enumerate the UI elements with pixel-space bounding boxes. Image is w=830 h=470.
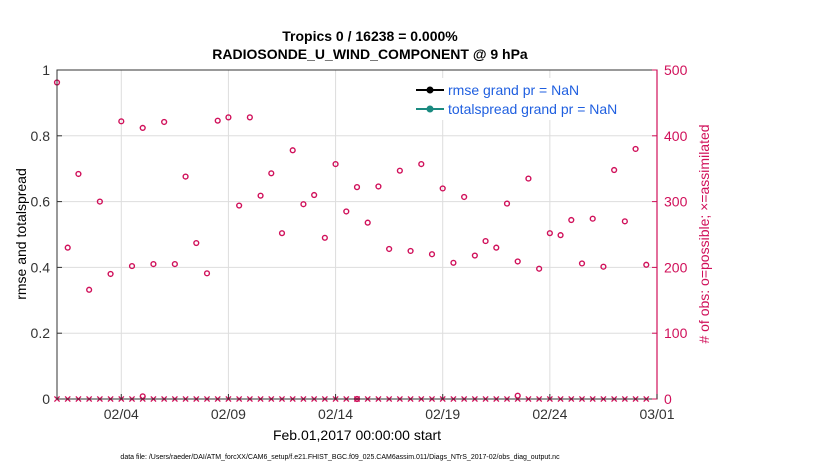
possible-obs-marker	[643, 261, 650, 268]
possible-obs-marker	[150, 261, 157, 268]
legend-rmse-label: rmse grand pr = NaN	[448, 82, 579, 98]
possible-obs-marker	[450, 259, 457, 266]
possible-obs-marker	[182, 173, 189, 180]
plot-area	[57, 70, 657, 399]
chart-title-line-2: RADIOSONDE_U_WIND_COMPONENT @ 9 hPa	[212, 46, 528, 62]
possible-obs-marker	[461, 193, 468, 201]
y-right-tick-label: 200	[664, 259, 688, 275]
y-right-axis-ticks: 0 100 200 300 400 500	[652, 62, 688, 407]
y-left-tick-label: 0.8	[31, 128, 51, 144]
possible-obs-marker	[536, 265, 543, 272]
possible-obs-marker	[375, 183, 382, 190]
x-tick-label: 02/14	[318, 406, 353, 422]
y-left-tick-label: 0.6	[31, 194, 51, 210]
possible-obs-marker	[193, 239, 200, 247]
y-right-tick-label: 300	[664, 194, 688, 210]
possible-obs-marker	[257, 192, 264, 199]
possible-obs-marker	[621, 218, 628, 225]
possible-obs-marker	[300, 201, 307, 208]
possible-obs-marker	[161, 118, 168, 126]
possible-obs-marker	[246, 114, 253, 121]
possible-obs-marker	[525, 175, 532, 182]
possible-obs-marker	[268, 170, 275, 177]
legend-box	[411, 78, 653, 120]
possible-obs-marker	[64, 244, 71, 251]
y-left-tick-label: 1	[42, 62, 50, 78]
possible-obs-marker	[578, 260, 586, 267]
possible-obs-marker	[568, 216, 575, 224]
possible-obs-marker	[332, 160, 339, 168]
possible-obs-marker	[407, 247, 414, 255]
x-tick-label: 02/24	[532, 406, 567, 422]
possible-obs-marker	[386, 245, 393, 253]
possible-obs-marker	[546, 230, 553, 237]
possible-obs-marker	[86, 286, 93, 293]
y-left-tick-label: 0.2	[31, 325, 51, 341]
possible-obs-marker	[418, 160, 425, 168]
legend-spread-label: totalspread grand pr = NaN	[448, 101, 617, 117]
possible-obs-marker	[557, 232, 564, 239]
possible-obs-marker	[75, 170, 82, 178]
possible-obs-marker	[107, 270, 114, 278]
possible-obs-marker	[289, 147, 296, 154]
legend-rmse-marker	[426, 86, 434, 94]
y-right-tick-label: 100	[664, 325, 688, 341]
possible-obs-marker	[139, 124, 146, 132]
possible-obs-marker	[396, 167, 403, 174]
possible-obs-marker	[128, 262, 136, 270]
legend: rmse grand pr = NaN totalspread grand pr…	[411, 78, 653, 120]
y-axis-label-right: # of obs: o=possible; ×=assimilated	[696, 124, 712, 343]
possible-obs-marker	[589, 215, 596, 222]
possible-obs-marker	[514, 258, 521, 265]
possible-obs-marker	[353, 184, 361, 191]
possible-obs-marker	[632, 145, 639, 153]
y-left-tick-label: 0	[42, 391, 50, 407]
x-tick-label: 02/09	[211, 406, 246, 422]
x-axis-ticks: 02/04 02/09 02/14 02/19 02/24 03/01	[104, 394, 675, 422]
footer-data-file: data file: /Users/raeder/DAI/ATM_forcXX/…	[120, 454, 560, 461]
y-right-tick-label: 500	[664, 62, 688, 78]
possible-obs-marker	[343, 208, 350, 215]
y-axis-label-left: rmse and totalspread	[13, 168, 29, 300]
possible-obs-marker	[203, 270, 211, 277]
possible-obs-marker	[471, 252, 478, 259]
possible-obs-marker	[439, 185, 446, 192]
y-left-tick-label: 0.4	[31, 259, 51, 275]
possible-obs-marker	[214, 117, 221, 124]
possible-obs-marker	[96, 198, 103, 205]
possible-obs-marker	[364, 219, 371, 226]
x-tick-label: 02/19	[425, 406, 460, 422]
possible-obs-marker	[503, 200, 511, 207]
chart-title-line-1: Tropics 0 / 16238 = 0.000%	[282, 28, 458, 44]
x-axis-label: Feb.01,2017 00:00:00 start	[273, 427, 441, 443]
y-right-tick-label: 0	[664, 391, 672, 407]
y-left-axis-ticks: 0 0.2 0.4 0.6 0.8 1	[31, 62, 62, 407]
possible-obs-marker	[482, 237, 489, 245]
legend-spread-marker	[426, 105, 434, 113]
possible-obs-marker	[600, 263, 607, 270]
possible-obs-marker	[611, 166, 618, 174]
x-tick-label: 02/04	[104, 406, 139, 422]
possible-obs-marker	[171, 261, 178, 268]
x-tick-label: 03/01	[639, 406, 674, 422]
possible-obs-marker	[428, 251, 436, 258]
possible-obs-marker	[118, 118, 125, 125]
possible-obs-marker	[493, 244, 500, 251]
possible-obs-marker	[225, 114, 232, 121]
possible-obs-marker	[311, 191, 318, 199]
possible-obs-marker	[321, 234, 328, 241]
possible-obs-marker	[278, 230, 286, 237]
possible-obs-marker	[236, 202, 243, 209]
y-right-tick-label: 400	[664, 128, 688, 144]
